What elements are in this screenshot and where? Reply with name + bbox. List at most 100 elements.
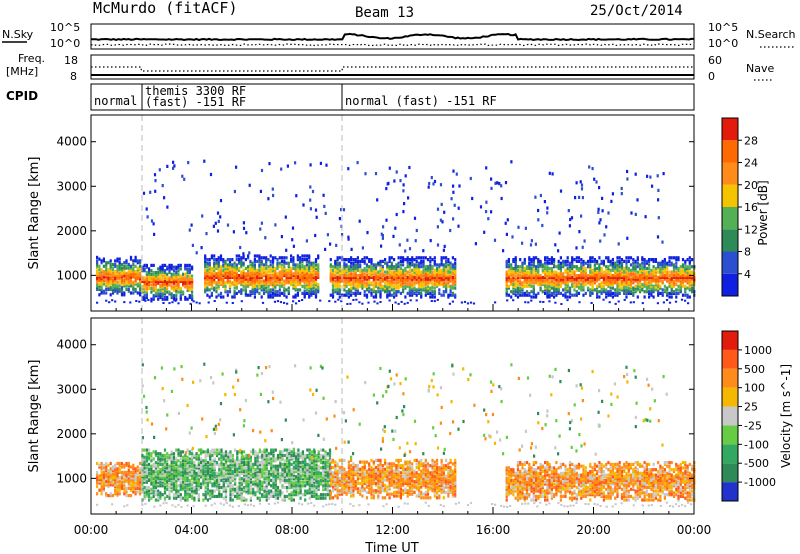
range-cell [202,493,205,497]
range-cell [559,272,562,276]
range-cell [584,291,587,295]
range-cell [433,261,436,265]
range-cell [451,291,454,295]
range-cell [152,457,155,461]
range-cell [177,290,180,294]
range-cell [347,290,350,294]
range-cell [546,291,549,295]
range-cell [294,288,297,292]
range-cell [415,266,418,271]
range-cell [287,291,290,295]
range-cell [317,284,320,288]
range-cell [206,258,209,262]
range-cell [292,282,295,287]
range-cell [238,469,241,474]
range-cell [684,275,687,279]
range-cell [118,481,121,485]
range-cell [390,281,393,285]
range-cell [247,284,250,288]
range-cell [134,271,137,275]
range-cell [379,274,382,278]
range-cell [424,275,427,279]
range-cell [100,271,103,275]
range-cell [182,290,185,294]
range-cell [521,275,524,279]
range-cell [168,279,171,283]
range-cell [278,288,281,292]
range-cell [417,265,421,269]
range-cell [433,263,436,267]
range-cell [591,286,594,290]
range-cell [429,265,432,269]
range-cell [202,482,205,486]
range-cell [370,291,373,295]
range-cell [677,275,680,279]
range-cell [179,450,182,454]
range-cell [641,275,644,279]
range-cell [132,483,135,487]
range-cell [670,290,673,294]
range-cell [659,284,662,288]
range-cell [278,270,281,274]
range-cell [311,189,315,194]
range-cell [399,274,402,278]
range-cell [229,466,232,470]
range-cell [154,290,157,294]
range-cell [125,490,128,494]
range-cell [247,281,250,285]
range-cell [292,277,295,281]
range-cell [168,464,171,468]
range-cell [415,290,418,294]
range-cell [150,459,153,463]
range-cell [408,286,411,290]
range-cell [301,270,304,274]
range-cell [114,287,117,291]
range-cell [168,263,171,267]
range-cell [657,188,660,192]
range-cell [372,286,375,290]
range-cell [679,284,682,288]
range-cell [688,279,691,283]
range-cell [175,473,178,477]
range-cell [296,281,299,285]
range-cell [109,470,112,474]
range-cell [238,268,241,272]
range-cell [505,281,508,285]
range-cell [374,272,378,276]
range-cell [559,282,562,287]
range-cell [242,221,245,225]
range-cell [243,457,246,461]
range-cell [338,265,341,269]
range-cell [256,290,259,294]
range-cell [170,276,173,280]
range-cell [350,261,353,265]
sky-noise-line [91,32,695,42]
range-cell [220,473,223,477]
range-cell [514,288,517,292]
range-cell [118,463,121,467]
range-cell [283,268,286,272]
range-cell [402,258,405,262]
range-cell [148,278,151,282]
range-cell [422,263,425,267]
range-cell [338,275,341,279]
range-cell [150,471,153,475]
range-cell [402,274,405,278]
range-cell [269,281,272,285]
range-cell [125,486,128,490]
range-cell [204,489,207,493]
power-y-axis-label: Slant Range [km] [27,157,42,270]
range-cell [347,277,350,281]
range-cell [157,466,160,470]
range-cell [539,259,542,263]
range-cell [148,489,151,493]
range-cell [607,277,610,281]
range-cell [562,274,565,278]
range-cell [224,469,228,474]
range-cell [177,263,180,267]
range-cell [236,466,239,470]
range-cell [111,465,115,469]
range-cell [206,473,209,477]
range-cell [145,288,148,292]
range-cell [200,482,203,486]
